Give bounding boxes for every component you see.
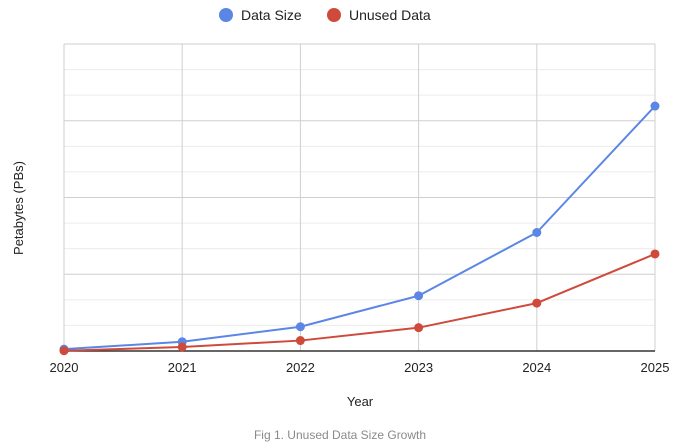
figure-caption: Fig 1. Unused Data Size Growth xyxy=(253,428,427,442)
legend-label: Unused Data xyxy=(349,7,431,23)
series-layer xyxy=(59,101,660,356)
data-point xyxy=(177,342,187,352)
y-axis-title: Petabytes (PBs) xyxy=(11,161,26,255)
x-tick-label: 2025 xyxy=(641,360,670,375)
line-chart: 2020 2021 2022 2023 2024 2025 Year Petabytes … xyxy=(11,7,670,409)
series-0 xyxy=(59,101,660,354)
x-tick-label: 2020 xyxy=(50,360,79,375)
x-axis-title: Year xyxy=(347,394,374,409)
legend-item: Unused Data xyxy=(327,7,431,23)
legend-label: Data Size xyxy=(241,7,302,23)
data-point xyxy=(532,298,542,308)
data-point xyxy=(414,323,424,333)
x-tick-label: 2022 xyxy=(286,360,315,375)
data-point xyxy=(414,291,424,301)
legend: Data Size Unused Data xyxy=(219,7,431,23)
gridlines xyxy=(63,43,656,351)
data-point xyxy=(650,101,660,111)
x-tick-label: 2021 xyxy=(168,360,197,375)
series-line xyxy=(63,253,656,352)
x-tick-label: 2023 xyxy=(404,360,433,375)
legend-swatch xyxy=(327,8,341,22)
legend-swatch xyxy=(219,8,233,22)
series-1 xyxy=(59,249,660,356)
data-point xyxy=(59,346,69,356)
data-point xyxy=(295,322,305,332)
data-point xyxy=(532,227,542,237)
x-tick-label: 2024 xyxy=(522,360,551,375)
series-line xyxy=(63,105,656,351)
data-point xyxy=(650,249,660,259)
legend-item: Data Size xyxy=(219,7,302,23)
data-point xyxy=(295,336,305,346)
x-tick-labels: 2020 2021 2022 2023 2024 2025 xyxy=(50,360,670,375)
